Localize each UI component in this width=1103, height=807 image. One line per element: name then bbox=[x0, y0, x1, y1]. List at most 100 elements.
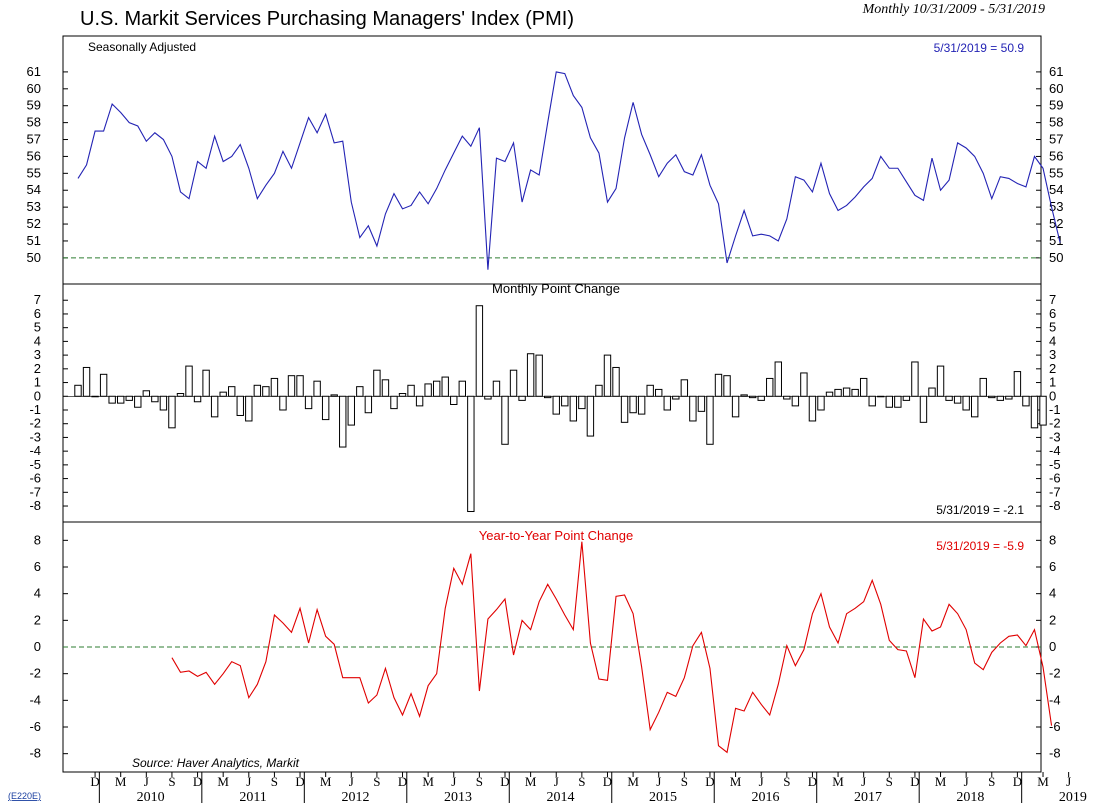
level-ytick-label-left: 53 bbox=[27, 199, 41, 214]
month-label: M bbox=[935, 774, 947, 789]
month-label: S bbox=[783, 774, 790, 789]
change-bar bbox=[330, 394, 338, 397]
change-bar bbox=[544, 395, 552, 399]
change-bar bbox=[757, 395, 765, 401]
change-bar bbox=[228, 386, 236, 397]
change-bar bbox=[313, 380, 321, 397]
change-bar bbox=[919, 395, 928, 423]
change-bar bbox=[91, 395, 99, 398]
change-bar bbox=[620, 395, 629, 423]
level-ytick-label-right: 60 bbox=[1049, 81, 1063, 96]
level-ytick-label-right: 54 bbox=[1049, 182, 1063, 197]
change-bar bbox=[262, 386, 270, 397]
change-bar bbox=[1030, 395, 1039, 429]
month-label: J bbox=[349, 774, 354, 789]
change-ytick-label-right: 7 bbox=[1049, 292, 1056, 307]
change-bar bbox=[612, 366, 620, 397]
change-bar bbox=[287, 375, 296, 397]
change-bar bbox=[475, 305, 484, 397]
change-ytick-label-left: -3 bbox=[29, 429, 41, 444]
change-bar bbox=[398, 393, 407, 397]
change-bar bbox=[381, 379, 390, 397]
month-label: D bbox=[193, 774, 202, 789]
change-bar bbox=[808, 395, 817, 422]
year-label: 2018 bbox=[956, 790, 984, 805]
change-bar bbox=[646, 384, 654, 397]
change-bar bbox=[774, 361, 782, 397]
change-bar bbox=[962, 395, 970, 411]
yoy-panel-title: Year-to-Year Point Change bbox=[479, 528, 633, 543]
change-bar bbox=[125, 395, 133, 401]
chart-subtitle: Monthly 10/31/2009 - 5/31/2019 bbox=[862, 2, 1045, 17]
level-ytick-label-left: 50 bbox=[27, 250, 41, 265]
change-bar bbox=[971, 395, 979, 418]
change-ytick-label-right: -4 bbox=[1049, 443, 1061, 458]
month-label: S bbox=[168, 774, 175, 789]
month-label: D bbox=[1013, 774, 1022, 789]
month-label: M bbox=[525, 774, 537, 789]
change-bar bbox=[817, 395, 825, 411]
level-ytick-label-left: 59 bbox=[27, 98, 41, 113]
change-bar bbox=[851, 388, 859, 397]
change-bar bbox=[117, 395, 125, 404]
change-ytick-label-left: 4 bbox=[34, 333, 41, 348]
change-bar bbox=[748, 395, 757, 399]
change-ytick-label-right: 3 bbox=[1049, 347, 1056, 362]
yoy-annotation-right: 5/31/2019 = -5.9 bbox=[936, 539, 1024, 553]
yoy-panel: -8 -8 -6 -6 -4 -4 -2 -2 0 0 2 2 4 4 6 6 8 8 bbox=[29, 532, 1060, 760]
month-label: J bbox=[759, 774, 764, 789]
level-ytick-label-left: 61 bbox=[27, 64, 41, 79]
change-bar bbox=[108, 395, 116, 404]
change-ytick-label-left: 7 bbox=[34, 292, 41, 307]
change-ytick-label-right: -1 bbox=[1049, 402, 1061, 417]
year-label: 2011 bbox=[239, 790, 266, 805]
change-bar bbox=[270, 377, 279, 397]
month-label: M bbox=[627, 774, 639, 789]
month-label: M bbox=[730, 774, 742, 789]
change-bar bbox=[210, 395, 219, 418]
yoy-ytick-label-right: -6 bbox=[1049, 719, 1061, 734]
change-ytick-label-left: -4 bbox=[29, 443, 41, 458]
change-bar bbox=[526, 353, 535, 397]
change-bar bbox=[877, 395, 885, 398]
level-ytick-label-left: 57 bbox=[27, 132, 41, 147]
month-label: J bbox=[964, 774, 969, 789]
change-bar bbox=[356, 386, 364, 397]
yoy-ytick-label-right: -8 bbox=[1049, 746, 1061, 761]
yoy-ytick-label-left: -2 bbox=[29, 666, 41, 681]
change-bar bbox=[868, 395, 876, 407]
month-label: M bbox=[422, 774, 434, 789]
level-ytick-label-right: 56 bbox=[1049, 148, 1063, 163]
change-bar bbox=[304, 395, 313, 410]
change-annotation-right: 5/31/2019 = -2.1 bbox=[936, 503, 1024, 517]
change-ytick-label-left: 6 bbox=[34, 306, 41, 321]
change-bar bbox=[561, 395, 569, 407]
change-ytick-label-right: -5 bbox=[1049, 457, 1061, 472]
change-bar bbox=[723, 375, 731, 397]
change-ytick-label-left: 5 bbox=[34, 320, 41, 335]
change-bar bbox=[432, 380, 441, 397]
change-ytick-label-right: 6 bbox=[1049, 306, 1056, 321]
level-ytick-label-left: 52 bbox=[27, 216, 41, 231]
month-label: D bbox=[603, 774, 612, 789]
level-series-line bbox=[77, 71, 1061, 270]
change-ytick-label-right: 1 bbox=[1049, 375, 1056, 390]
month-label: M bbox=[832, 774, 844, 789]
year-label: 2010 bbox=[137, 790, 165, 805]
x-axis: D M J S D M J S D M J S D M J S D M J S D M J S D M J S D M J S D M J S D M J2… bbox=[90, 772, 1087, 805]
change-bar bbox=[629, 395, 637, 414]
change-bar bbox=[689, 395, 697, 422]
change-ytick-label-right: 5 bbox=[1049, 320, 1056, 335]
change-bar bbox=[279, 395, 287, 411]
change-ytick-label-right: -3 bbox=[1049, 429, 1061, 444]
month-label: D bbox=[295, 774, 304, 789]
change-bar bbox=[151, 395, 159, 403]
series-code[interactable]: (E220E) bbox=[8, 791, 41, 801]
level-ytick-label-left: 55 bbox=[27, 165, 41, 180]
change-bar bbox=[458, 380, 467, 397]
change-ytick-label-right: -8 bbox=[1049, 498, 1061, 513]
change-ytick-label-right: -2 bbox=[1049, 416, 1061, 431]
change-bar bbox=[253, 384, 262, 397]
year-label: 2016 bbox=[751, 790, 779, 805]
